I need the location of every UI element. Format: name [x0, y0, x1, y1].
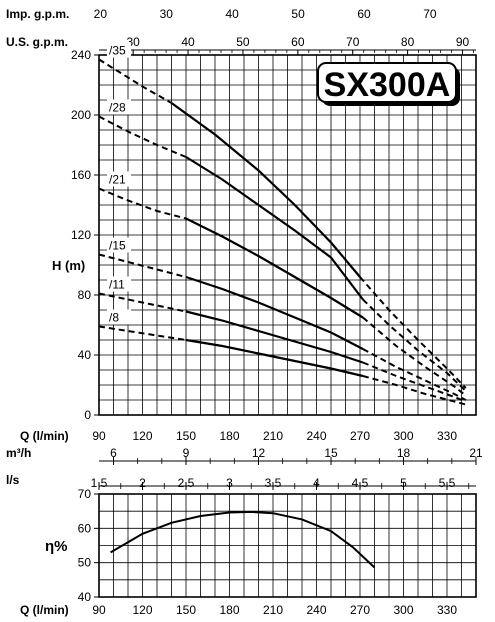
- head-curve-solid: [185, 217, 364, 319]
- secondary-tick-label: 12: [252, 446, 266, 460]
- model-badge-box: [317, 62, 457, 103]
- series-label: /35: [109, 44, 126, 58]
- secondary-tick-label: 18: [397, 446, 411, 460]
- model-title: SX300A: [324, 66, 451, 104]
- x-tick-label: 330: [437, 603, 457, 617]
- x-tick-label: 270: [350, 603, 370, 617]
- y-tick-label: 200: [71, 108, 91, 122]
- x-axis-label: Q (l/min): [20, 429, 69, 443]
- series-label: /15: [109, 239, 126, 253]
- head-curve-dashed-start: [98, 58, 172, 104]
- x-tick-label: 210: [263, 429, 283, 443]
- y-tick-label: 160: [71, 168, 91, 182]
- y-tick-label: 40: [78, 590, 92, 604]
- secondary-tick-label: 20: [94, 7, 108, 21]
- secondary-axis-label: U.S. g.p.m.: [6, 35, 68, 49]
- y-tick-label: 50: [78, 556, 92, 570]
- secondary-tick-label: 90: [456, 35, 470, 49]
- x-tick-label: 210: [263, 603, 283, 617]
- head-curve-dashed-start: [98, 187, 187, 220]
- secondary-tick-label: 9: [183, 446, 190, 460]
- x-tick-label: 120: [132, 429, 152, 443]
- secondary-tick-label: 40: [225, 7, 239, 21]
- series-label: /28: [109, 101, 126, 115]
- secondary-tick-label: 50: [236, 35, 250, 49]
- x-axis-label: Q (l/min): [20, 603, 69, 617]
- x-tick-label: 330: [437, 429, 457, 443]
- head-curve-dashed-start: [98, 115, 187, 158]
- series-label-background: [107, 309, 131, 325]
- secondary-tick-label: 70: [346, 35, 360, 49]
- secondary-tick-label: 6: [110, 446, 117, 460]
- secondary-tick-label: 70: [423, 7, 437, 21]
- series-label-background: [107, 276, 131, 292]
- head-chart-grid: [98, 54, 477, 416]
- y-tick-label: 60: [78, 521, 92, 535]
- x-tick-label: 300: [393, 603, 413, 617]
- x-tick-label: 180: [219, 603, 239, 617]
- x-tick-label: 240: [306, 603, 326, 617]
- model-badge: SX300A: [317, 62, 460, 106]
- secondary-tick-label: 30: [160, 7, 174, 21]
- y-tick-label: 120: [71, 228, 91, 242]
- series-label-background: [107, 171, 131, 187]
- head-curve-solid: [185, 156, 364, 301]
- secondary-tick-label: 21: [469, 446, 483, 460]
- efficiency-axis-label: η%: [45, 538, 68, 555]
- series-label-background: [107, 237, 131, 253]
- head-curve-dashed-end: [362, 298, 467, 392]
- efficiency-curve: [110, 510, 376, 569]
- y-tick-label: 40: [78, 348, 92, 362]
- efficiency-chart-axes: 40 50 60 70 η% 90 120 150 180 210 240 270 300 330 Q (l…: [20, 487, 457, 617]
- head-curve-dashed-start: [98, 253, 187, 278]
- head-curve-dashed-end: [359, 276, 467, 389]
- x-tick-label: 150: [176, 603, 196, 617]
- x-tick-label: 180: [219, 429, 239, 443]
- head-curve-solid: [185, 275, 364, 350]
- x-tick-label: 270: [350, 429, 370, 443]
- head-curve-solid: [185, 310, 364, 364]
- series-label-background: [107, 99, 131, 115]
- secondary-tick-label: 15: [324, 446, 338, 460]
- head-curve-dashed-start: [98, 325, 187, 341]
- head-chart-axes: 0 40 80 120 160 200 240 H (m) 90 120 150 180 210 240 2…: [6, 7, 483, 490]
- head-curve-dashed-start: [98, 292, 187, 313]
- secondary-axis-label: Imp. g.p.m.: [6, 7, 69, 21]
- secondary-tick-label: 50: [291, 7, 305, 21]
- x-tick-label: 240: [306, 429, 326, 443]
- secondary-axis-label: m³/h: [6, 446, 31, 460]
- secondary-axis-label: l/s: [6, 473, 20, 487]
- secondary-tick-label: 1,5: [91, 476, 108, 490]
- y-tick-label: 0: [84, 408, 91, 422]
- head-curve-solid: [185, 338, 364, 378]
- x-tick-label: 150: [176, 429, 196, 443]
- head-curve-solid: [170, 102, 361, 278]
- efficiency-chart-frame: [98, 493, 477, 598]
- y-tick-label: 70: [78, 487, 92, 501]
- x-tick-label: 90: [92, 429, 106, 443]
- series-label: /11: [109, 278, 125, 292]
- head-curve-dashed-end: [362, 361, 467, 403]
- y-tick-label: 240: [71, 48, 91, 62]
- secondary-tick-label: 60: [291, 35, 305, 49]
- head-curve-dashed-end: [362, 348, 467, 401]
- x-tick-label: 300: [393, 429, 413, 443]
- y-tick-label: 80: [78, 288, 92, 302]
- secondary-tick-label: 60: [357, 7, 371, 21]
- efficiency-chart-grid: [98, 493, 477, 598]
- secondary-tick-label: 80: [401, 35, 415, 49]
- head-curves: /35/28/21/15/11/8: [98, 42, 467, 406]
- head-curve-dashed-end: [362, 375, 467, 406]
- efficiency-curve-group: [110, 510, 376, 569]
- x-tick-label: 90: [92, 603, 106, 617]
- series-label-background: [107, 42, 131, 58]
- series-label: /21: [109, 173, 126, 187]
- series-label: /8: [109, 311, 119, 325]
- secondary-tick-label: 40: [181, 35, 195, 49]
- x-tick-label: 120: [132, 603, 152, 617]
- y-axis-label: H (m): [52, 258, 85, 273]
